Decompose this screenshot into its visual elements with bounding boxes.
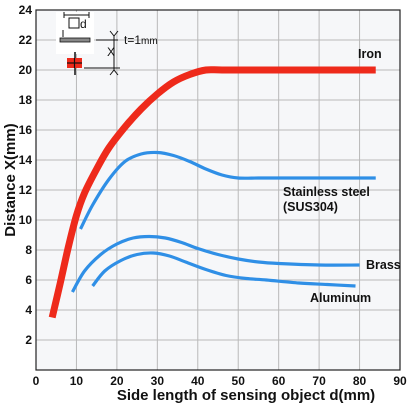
sensing-plate-icon [59,37,91,43]
x-tick-40: 40 [191,374,205,388]
series-label-2: Brass [366,258,401,272]
y-tick-8: 8 [25,243,32,257]
axes [35,9,401,371]
series-label-0: Iron [358,47,382,61]
y-tick-18: 18 [19,93,33,107]
y-tick-4: 4 [25,303,32,317]
diagram-x-label: X [107,45,115,59]
sensing-setup-diagram: d t=1mm X [56,12,158,76]
series-lines: Iron Stainless steel (SUS304) Brass Aluminum [48,47,401,319]
y-tick-2: 2 [25,333,32,347]
x-tick-30: 30 [151,374,165,388]
x-tick-labels: 0 10 20 30 40 50 60 70 80 90 [33,374,407,388]
target-square-icon [68,17,80,29]
thickness-label: t=1mm [124,33,158,47]
x-tick-10: 10 [70,374,84,388]
distance-arrow-top-icon [109,30,119,37]
y-tick-10: 10 [19,213,33,227]
series-label-1: Stainless steel (SUS304) [283,185,370,214]
series-line-2 [71,234,360,293]
y-tick-22: 22 [19,33,33,47]
y-tick-20: 20 [19,63,33,77]
x-tick-20: 20 [110,374,124,388]
y-tick-12: 12 [19,183,33,197]
y-tick-14: 14 [19,153,33,167]
thickness-value: t=1 [124,33,141,47]
diagram-d-label: d [80,17,87,31]
y-tick-6: 6 [25,273,32,287]
y-tick-16: 16 [19,123,33,137]
x-tick-50: 50 [232,374,246,388]
series-line-3 [91,251,356,288]
distance-arrow-bottom-icon [109,69,119,76]
series-label-3: Aluminum [310,291,371,305]
y-tick-24: 24 [19,3,33,17]
x-axis-title: Side length of sensing object d(mm) [117,387,375,404]
series-line-1 [79,150,376,230]
plot-frame [35,9,401,371]
x-tick-70: 70 [312,374,326,388]
x-tick-80: 80 [353,374,367,388]
series-line-0 [48,66,376,319]
x-tick-0: 0 [33,374,40,388]
y-axis-title: Distance X(mm) [2,123,19,236]
x-tick-60: 60 [272,374,286,388]
x-tick-90: 90 [393,374,407,388]
thickness-unit: mm [141,36,158,47]
